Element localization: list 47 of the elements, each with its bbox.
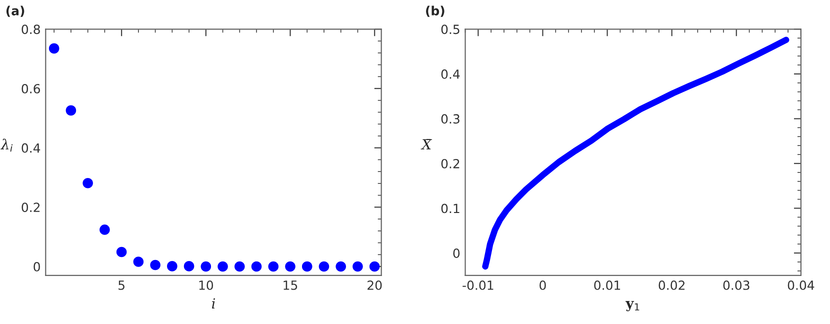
x-tick-label: -0.01 [462, 280, 494, 290]
y-tick-label: 0 [34, 262, 40, 272]
x-axis-title: i [212, 298, 216, 308]
point [66, 105, 76, 116]
chart-title: (b) [426, 6, 444, 17]
point [100, 224, 110, 235]
point [369, 261, 380, 272]
x-axis-title: y$_{1}$ [625, 300, 640, 312]
x-tick-label: 0.03 [723, 280, 750, 290]
x-tick-label: 0.04 [788, 280, 814, 290]
point [268, 261, 279, 272]
x-tick-label: 10 [199, 280, 214, 290]
point [184, 261, 194, 272]
y-tick-label: 0.8 [22, 24, 40, 34]
y-tick-label: 0.6 [22, 84, 40, 94]
y-tick-label: 0.4 [441, 69, 460, 79]
point [82, 178, 93, 188]
y-tick-label: 0.2 [22, 202, 40, 212]
x-tick-label: 5 [118, 280, 124, 290]
y-tick-label: 0.2 [441, 158, 460, 168]
x-tick-label: 0 [540, 280, 546, 290]
point [167, 261, 178, 272]
point [336, 261, 346, 272]
point [302, 261, 312, 272]
y-tick-label: 0.4 [22, 143, 40, 153]
point [133, 256, 144, 267]
y-tick-label: 0.3 [441, 114, 460, 124]
point [200, 261, 212, 272]
point [318, 261, 330, 272]
point [218, 261, 228, 272]
point [150, 260, 160, 270]
point [352, 261, 363, 272]
point [48, 43, 60, 54]
point [285, 261, 296, 272]
x-tick-label: 20 [368, 280, 382, 290]
x-tick-label: 0.01 [594, 280, 620, 290]
y-tick-label: 0.1 [441, 204, 460, 214]
point [116, 246, 127, 258]
y-axis-title: X̄ [420, 139, 432, 150]
y-axis-title: λ$_{i}$ [0, 138, 13, 152]
y-tick-label: 0 [453, 248, 460, 258]
point [234, 261, 245, 272]
chart-title: (a) [6, 6, 24, 17]
x-tick-label: 0.02 [658, 280, 685, 290]
point [251, 261, 262, 272]
y-tick-label: 0.5 [441, 24, 460, 34]
x-tick-label: 15 [284, 280, 298, 290]
